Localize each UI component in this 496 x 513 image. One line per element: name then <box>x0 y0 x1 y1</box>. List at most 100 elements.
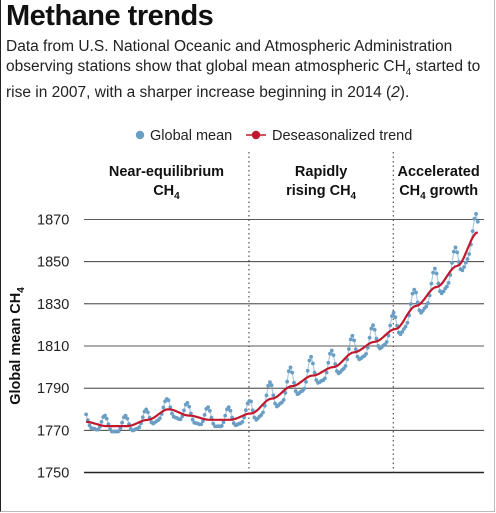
global-mean-point <box>293 389 298 393</box>
global-mean-point <box>374 336 379 341</box>
global-mean-point <box>158 416 162 421</box>
legend-trend-label: Deseasonalized trend <box>272 128 412 144</box>
global-mean-point <box>209 415 214 420</box>
global-mean-point <box>467 252 472 256</box>
global-mean-point <box>372 327 377 332</box>
global-mean-point <box>474 212 478 216</box>
global-mean-point <box>326 360 331 365</box>
global-mean-point <box>140 415 145 420</box>
global-mean-point <box>285 379 289 384</box>
global-mean-point <box>400 330 405 334</box>
global-mean-point <box>202 413 207 417</box>
global-mean-point <box>323 376 327 381</box>
subtitle-reference: 2 <box>391 84 400 102</box>
y-tick-label: 1810 <box>37 339 69 355</box>
global-mean-point <box>329 348 334 353</box>
phase-label-line2: CH4 <box>153 183 180 202</box>
global-mean-point <box>434 271 439 276</box>
global-mean-point <box>369 326 374 331</box>
global-mean-point <box>472 216 477 221</box>
global-mean-point <box>365 345 370 350</box>
global-mean-point <box>348 337 353 342</box>
global-mean-point <box>228 408 233 413</box>
phase-label-line1: Rapidly <box>295 164 347 180</box>
global-mean-point <box>403 324 408 329</box>
global-mean-point <box>182 408 186 413</box>
global-mean-point <box>463 260 468 265</box>
global-mean-point <box>393 315 398 320</box>
global-mean-point <box>137 425 142 430</box>
global-mean-point <box>283 391 288 395</box>
global-mean-point <box>120 420 124 425</box>
global-mean-point <box>221 420 226 425</box>
global-mean-point <box>433 266 437 271</box>
global-mean-point <box>244 408 248 413</box>
global-mean-point <box>426 301 430 306</box>
global-mean-point <box>290 370 295 375</box>
global-mean-point <box>431 270 435 275</box>
global-mean-point <box>250 408 255 413</box>
global-mean-point <box>343 364 348 368</box>
y-tick-label: 1830 <box>37 297 69 313</box>
global-mean-point <box>240 420 245 424</box>
global-mean-point <box>185 401 190 405</box>
global-mean-point <box>312 370 317 375</box>
y-tick-label: 1750 <box>37 466 69 482</box>
global-mean-point <box>391 310 396 315</box>
global-mean-point <box>104 416 109 421</box>
global-mean-point <box>405 320 410 325</box>
global-mean-point <box>249 399 253 404</box>
global-mean-point <box>446 281 451 285</box>
global-mean-point <box>166 398 171 403</box>
global-mean-point <box>424 304 429 309</box>
global-mean-point <box>324 370 329 375</box>
global-mean-point <box>470 229 475 234</box>
global-mean-point <box>350 333 355 338</box>
global-mean-point <box>314 378 319 382</box>
global-mean-point <box>266 383 271 388</box>
global-mean-point <box>123 413 128 418</box>
legend-global-mean-label: Global mean <box>150 128 232 144</box>
subtitle-text-end: ). <box>399 84 410 102</box>
global-mean-point <box>451 249 456 254</box>
global-mean-point <box>333 362 338 366</box>
subtitle-subscript: 4 <box>405 67 412 79</box>
global-mean-point <box>347 347 351 351</box>
subtitle-text-mid: started to rise in 2007, with a sharper … <box>6 58 481 102</box>
global-mean-point <box>211 421 216 426</box>
global-mean-point <box>286 369 291 374</box>
global-mean-point <box>450 261 454 265</box>
global-mean-point <box>223 413 228 418</box>
global-mean-point <box>307 358 312 363</box>
global-mean-point <box>125 416 130 421</box>
y-tick-label: 1770 <box>37 423 69 439</box>
global-mean-point <box>429 281 434 286</box>
global-mean-point <box>388 323 393 328</box>
global-mean-point <box>445 284 449 289</box>
global-mean-point <box>292 380 296 385</box>
global-mean-point <box>364 352 368 356</box>
y-tick-label: 1850 <box>37 255 69 271</box>
page-title: Methane trends <box>6 0 214 32</box>
global-mean-point <box>331 353 336 357</box>
global-mean-point <box>410 291 415 296</box>
global-mean-point <box>219 424 224 428</box>
global-mean-point <box>103 413 107 418</box>
global-mean-point <box>189 411 193 416</box>
global-mean-point <box>305 368 310 373</box>
global-mean-point <box>441 289 446 294</box>
global-mean-point <box>146 410 150 415</box>
global-mean-point <box>269 383 274 388</box>
phase-label-line1: Accelerated <box>398 164 480 180</box>
global-mean-point <box>170 411 174 416</box>
global-mean-point <box>309 354 313 359</box>
global-mean-point <box>264 393 269 398</box>
global-mean-point <box>187 404 192 409</box>
global-mean-point <box>408 302 413 306</box>
global-mean-point <box>304 380 308 384</box>
global-mean-point <box>390 314 394 318</box>
subtitle: Data from U.S. National Oceanic and Atmo… <box>6 37 492 103</box>
global-mean-point <box>271 393 276 398</box>
